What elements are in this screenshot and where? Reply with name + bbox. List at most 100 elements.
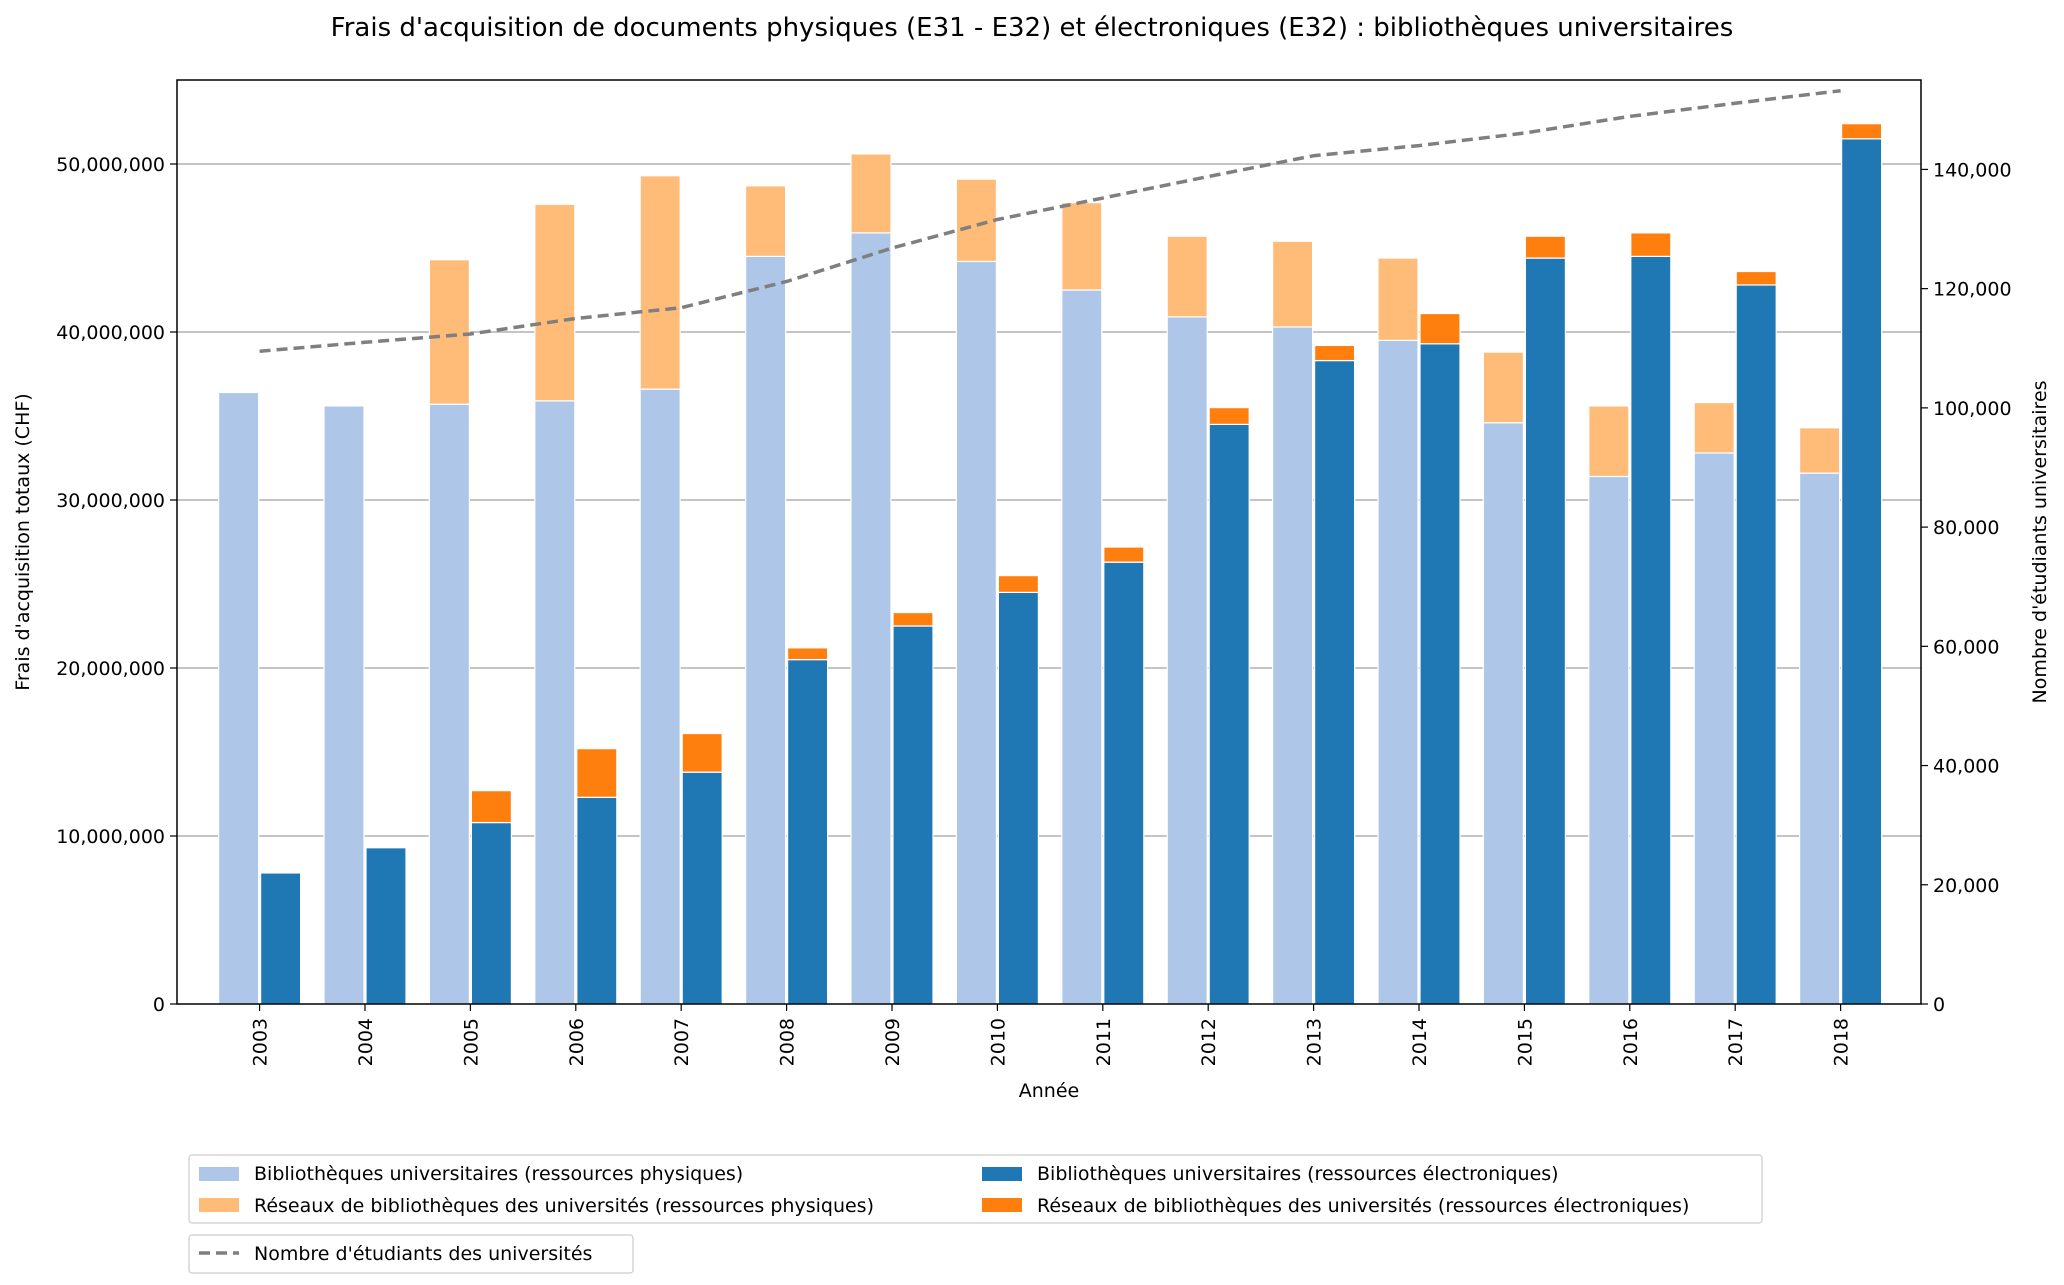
bar-bu-physical (323, 405, 365, 1005)
bar-bu-electronic (1524, 257, 1567, 1005)
bar-bu-electronic (1840, 138, 1883, 1005)
bar-reseaux-electronic (1103, 546, 1145, 563)
bar-bu-electronic (892, 625, 934, 1005)
bar-reseaux-electronic (997, 574, 1040, 593)
x-tick-label: 2007 (671, 1018, 693, 1066)
x-tick-label: 2011 (1093, 1018, 1115, 1066)
bar-reseaux-physical (1693, 401, 1735, 454)
x-tick-label: 2005 (460, 1018, 482, 1066)
legend-line: Nombre d'étudiants des universités (188, 1234, 634, 1274)
x-axis-label: Année (1019, 1080, 1079, 1102)
bar-bu-physical (1693, 452, 1735, 1005)
chart-title: Frais d'acquisition de documents physiqu… (331, 13, 1734, 43)
y-axis-label: Frais d'acquisition totaux (CHF) (12, 393, 34, 690)
bar-bu-physical (850, 232, 892, 1005)
bar-bu-physical (744, 255, 787, 1005)
bar-reseaux-electronic (1735, 270, 1777, 286)
bar-reseaux-electronic (1630, 232, 1672, 258)
x-tick-label: 2017 (1725, 1018, 1747, 1066)
bar-bu-electronic (786, 658, 829, 1005)
x-tick-label: 2012 (1198, 1018, 1220, 1066)
bar-reseaux-electronic (1524, 235, 1567, 259)
y-tick-label: 10,000,000 (56, 826, 165, 848)
legend-box (188, 1154, 1763, 1224)
bar-bu-electronic (260, 872, 302, 1005)
bar-reseaux-physical (1271, 240, 1314, 328)
legend-label-students-line: Nombre d'étudiants des universités (254, 1243, 592, 1265)
y2-tick-label: 60,000 (1933, 636, 1999, 658)
x-tick-label: 2006 (566, 1018, 588, 1066)
bar-reseaux-physical (1588, 405, 1630, 478)
bar-bu-physical (1377, 339, 1419, 1005)
bar-reseaux-physical (955, 178, 998, 263)
bar-reseaux-electronic (1419, 312, 1461, 345)
bar-bu-electronic (1630, 255, 1672, 1005)
x-tick-label: 2016 (1620, 1018, 1642, 1066)
y-axis-right: 0 20,000 40,000 60,000 80,000 100,000 120,000 1… (1921, 159, 2012, 1016)
bar-reseaux-physical (534, 203, 576, 402)
y2-tick-label: 0 (1933, 994, 1945, 1016)
bar-bu-electronic (997, 591, 1040, 1005)
bar-reseaux-physical (428, 259, 470, 405)
bar-reseaux-physical (1798, 427, 1841, 474)
x-tick-label: 2009 (882, 1018, 904, 1066)
x-tick-label: 2003 (250, 1018, 272, 1066)
bar-reseaux-physical (639, 175, 681, 390)
bar-bu-physical (639, 388, 681, 1005)
legend-swatch-bu-electronic (982, 1167, 1022, 1181)
y2-tick-label: 20,000 (1933, 875, 1999, 897)
legend-swatch-reseaux-electronic (982, 1198, 1022, 1212)
bar-reseaux-electronic (470, 790, 512, 824)
bar-reseaux-physical (1061, 202, 1103, 291)
bar-reseaux-electronic (892, 611, 934, 627)
x-tick-label: 2013 (1304, 1018, 1326, 1066)
y-axis-left: 0 10,000,000 20,000,000 30,000,000 40,000,00… (56, 154, 177, 1016)
bar-reseaux-electronic (1313, 344, 1356, 362)
bar-reseaux-physical (850, 153, 892, 234)
bar-bu-electronic (576, 796, 618, 1005)
students-line-layer (259, 88, 1841, 353)
bar-reseaux-physical (744, 185, 787, 257)
y-tick-label: 20,000,000 (56, 658, 165, 680)
y2-tick-label: 80,000 (1933, 517, 1999, 539)
bar-reseaux-electronic (1840, 123, 1883, 140)
bar-reseaux-physical (1166, 235, 1208, 318)
bar-bu-physical (1798, 472, 1841, 1005)
legend-swatch-reseaux-physical (199, 1198, 239, 1212)
bar-bu-electronic (365, 847, 407, 1005)
bar-bu-physical (218, 391, 260, 1005)
students-line (259, 88, 1841, 353)
bar-bu-physical (1482, 422, 1525, 1005)
bar-bu-physical (534, 400, 576, 1005)
bar-bu-physical (955, 260, 998, 1005)
bar-bu-physical (1271, 326, 1314, 1005)
y2-tick-label: 140,000 (1933, 159, 2012, 181)
y2-axis-label: Nombre d'étudiants universitaires (2029, 380, 2051, 703)
bar-reseaux-electronic (576, 748, 618, 798)
legend-swatch-bu-physical (199, 1167, 239, 1181)
y-tick-label: 30,000,000 (56, 490, 165, 512)
bar-bu-electronic (1208, 423, 1250, 1005)
x-axis: 2003 2004 2005 2006 2007 2008 2009 2010 2011 2012… (250, 1004, 1853, 1066)
bar-bu-physical (1588, 475, 1630, 1005)
legend-label-bu-electronic: Bibliothèques universitaires (ressources… (1037, 1163, 1559, 1185)
legend-label-bu-physical: Bibliothèques universitaires (ressources… (254, 1163, 743, 1185)
x-tick-label: 2014 (1409, 1018, 1431, 1066)
bar-bu-physical (1166, 316, 1208, 1005)
bar-bu-electronic (1313, 359, 1356, 1005)
x-tick-label: 2008 (777, 1018, 799, 1066)
legend-label-reseaux-physical: Réseaux de bibliothèques des universités… (254, 1195, 874, 1217)
bar-bu-electronic (1103, 561, 1145, 1005)
y-tick-label: 40,000,000 (56, 322, 165, 344)
x-tick-label: 2004 (355, 1018, 377, 1066)
legend-label-reseaux-electronic: Réseaux de bibliothèques des universités… (1037, 1195, 1689, 1217)
plot-frame (176, 79, 1922, 1005)
bar-reseaux-physical (1482, 351, 1525, 424)
bar-reseaux-electronic (1208, 407, 1250, 426)
bar-bu-electronic (681, 771, 723, 1005)
y-tick-label: 0 (153, 994, 165, 1016)
bar-bu-electronic (1735, 284, 1777, 1005)
legend-line-box (188, 1234, 634, 1274)
y2-tick-label: 120,000 (1933, 279, 2012, 301)
